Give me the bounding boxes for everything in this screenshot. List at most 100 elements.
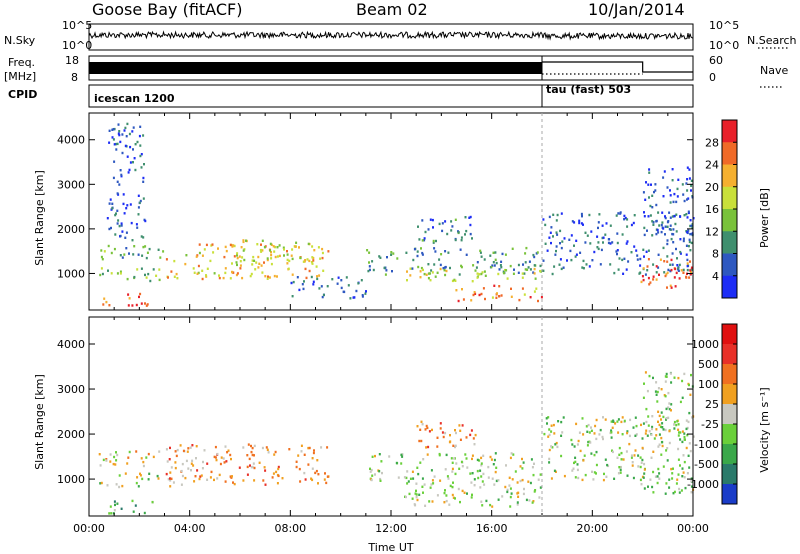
data-cell <box>298 288 301 292</box>
data-cell <box>110 251 113 255</box>
data-cell <box>417 472 420 476</box>
data-cell <box>579 449 582 453</box>
data-cell <box>686 216 689 219</box>
data-cell <box>294 245 297 248</box>
data-cell <box>626 240 629 243</box>
data-cell <box>645 181 647 184</box>
data-cell <box>260 264 263 267</box>
velocity-colorbar-label: Velocity [m s⁻¹] <box>758 387 771 472</box>
data-cell <box>270 257 273 260</box>
data-cell <box>231 270 233 274</box>
data-cell <box>679 464 681 467</box>
data-cell <box>443 269 446 272</box>
data-cell <box>660 230 663 234</box>
data-cell <box>261 249 264 252</box>
data-cell <box>506 277 509 280</box>
data-cell <box>119 272 122 275</box>
data-cell <box>570 234 573 237</box>
data-cell <box>138 295 140 299</box>
data-cell <box>678 487 681 491</box>
data-cell <box>616 232 619 235</box>
data-cell <box>152 268 155 271</box>
data-cell <box>192 464 195 467</box>
data-cell <box>249 274 252 278</box>
data-cell <box>610 436 613 439</box>
data-cell <box>140 267 143 270</box>
data-cell <box>471 457 473 461</box>
data-cell <box>129 161 132 164</box>
data-cell <box>620 451 623 455</box>
data-cell <box>481 504 484 507</box>
data-cell <box>611 426 614 429</box>
data-cell <box>645 420 648 424</box>
data-cell <box>479 249 482 252</box>
data-cell <box>686 189 689 192</box>
data-cell <box>683 432 686 435</box>
data-cell <box>665 407 668 411</box>
data-cell <box>282 246 285 249</box>
data-cell <box>640 423 642 427</box>
data-cell <box>287 267 290 270</box>
data-cell <box>152 455 155 459</box>
data-cell <box>672 467 674 470</box>
data-cell <box>386 256 388 259</box>
data-cell <box>276 275 278 278</box>
data-cell <box>310 261 313 264</box>
data-cell <box>409 267 412 270</box>
data-cell <box>575 422 578 426</box>
data-cell <box>143 163 145 166</box>
data-cell <box>225 460 228 463</box>
data-cell <box>548 236 551 239</box>
data-cell <box>465 436 468 439</box>
data-cell <box>669 228 672 231</box>
data-cell <box>571 469 574 472</box>
data-cell <box>305 276 308 280</box>
colorbar-swatch <box>722 404 737 425</box>
data-cell <box>248 457 251 461</box>
data-cell <box>512 272 515 275</box>
data-cell <box>107 269 109 272</box>
data-cell <box>469 223 472 227</box>
data-cell <box>597 226 599 230</box>
data-cell <box>625 450 628 453</box>
data-cell <box>169 479 172 482</box>
data-cell <box>545 417 548 420</box>
data-cell <box>568 238 571 241</box>
data-cell <box>311 457 314 460</box>
data-cell <box>649 281 652 284</box>
data-cell <box>272 472 275 475</box>
data-cell <box>345 276 348 279</box>
data-cell <box>676 420 679 423</box>
data-cell <box>303 471 306 475</box>
data-cell <box>679 250 682 254</box>
data-cell <box>182 449 185 453</box>
plot-area <box>89 317 693 516</box>
data-cell <box>140 457 143 460</box>
data-cell <box>449 266 451 270</box>
data-cell <box>451 470 454 473</box>
data-cell <box>357 282 360 285</box>
data-cell <box>579 251 582 254</box>
data-cell <box>657 467 660 471</box>
data-cell <box>111 136 114 139</box>
data-cell <box>142 460 145 464</box>
data-cell <box>270 251 272 254</box>
data-cell <box>311 256 314 259</box>
data-cell <box>155 274 158 277</box>
data-cell <box>595 450 598 454</box>
data-cell <box>668 228 671 231</box>
freq-line <box>542 61 693 73</box>
data-cell <box>533 490 536 493</box>
data-cell <box>431 500 434 503</box>
data-cell <box>121 151 124 155</box>
data-cell <box>115 459 118 462</box>
data-cell <box>686 198 688 201</box>
data-cell <box>416 250 419 253</box>
data-cell <box>623 419 626 423</box>
data-cell <box>685 276 688 279</box>
data-cell <box>170 477 173 480</box>
data-cell <box>588 213 591 217</box>
data-cell <box>582 259 585 263</box>
data-cell <box>368 251 371 254</box>
data-cell <box>623 214 626 218</box>
